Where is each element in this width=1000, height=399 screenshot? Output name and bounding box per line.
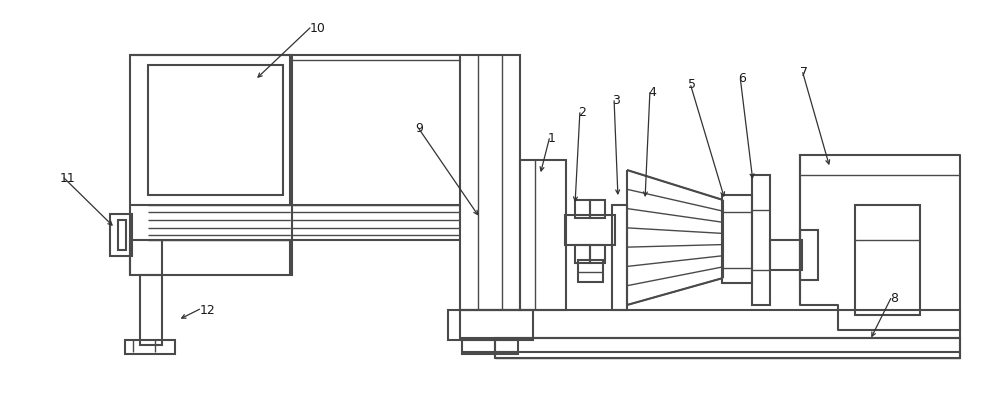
Text: 2: 2 [578, 105, 586, 119]
Bar [565, 215, 615, 245]
Bar [590, 200, 605, 218]
Bar [125, 340, 175, 354]
Bar [140, 275, 162, 345]
Bar [460, 310, 960, 338]
Bar [590, 245, 605, 263]
Text: 6: 6 [738, 71, 746, 85]
Bar [752, 175, 770, 305]
Bar [578, 260, 603, 282]
Text: 3: 3 [612, 93, 620, 107]
Bar [722, 195, 752, 283]
Text: 1: 1 [548, 132, 556, 144]
Bar [110, 214, 132, 256]
Text: 5: 5 [688, 79, 696, 91]
Bar [770, 240, 802, 270]
Bar [575, 200, 590, 218]
Bar [148, 65, 283, 195]
Text: 4: 4 [648, 85, 656, 99]
Bar [612, 205, 627, 310]
Text: 9: 9 [415, 122, 423, 134]
Bar [495, 338, 960, 358]
Bar [130, 55, 292, 275]
Text: 12: 12 [200, 304, 216, 316]
Bar [855, 205, 920, 315]
Bar [460, 55, 520, 310]
Bar [118, 220, 126, 250]
Bar [448, 310, 533, 340]
Text: 7: 7 [800, 65, 808, 79]
Bar [520, 160, 566, 310]
Bar [462, 340, 518, 354]
Text: 10: 10 [310, 22, 326, 34]
Bar [800, 230, 818, 280]
Text: 8: 8 [890, 292, 898, 304]
Text: 11: 11 [60, 172, 76, 184]
Bar [575, 245, 590, 263]
